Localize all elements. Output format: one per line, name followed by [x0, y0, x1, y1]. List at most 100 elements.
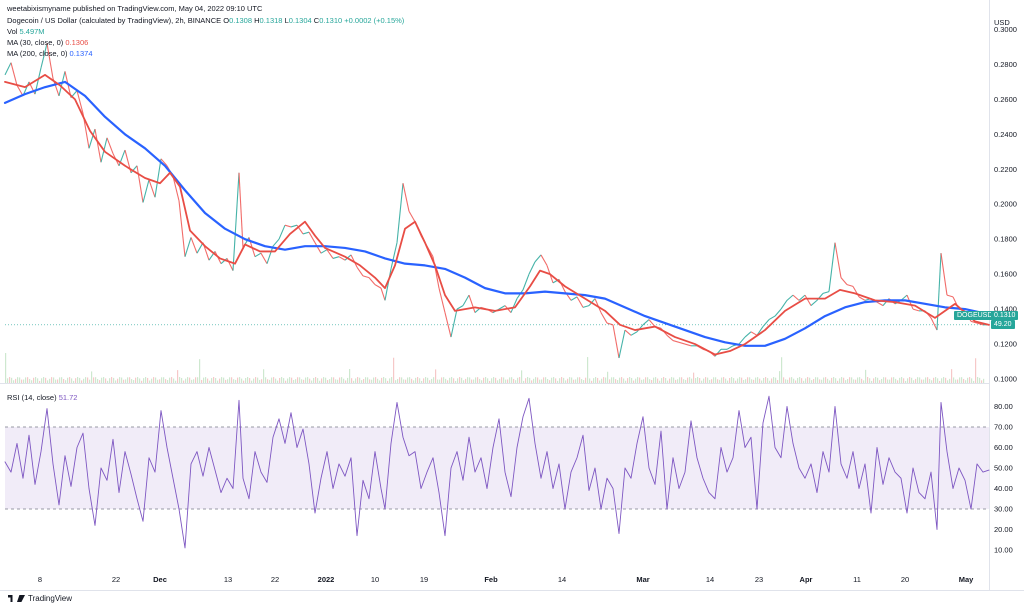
volume-bar: [321, 378, 323, 383]
volume-bar: [35, 377, 37, 383]
volume-bar: [9, 377, 11, 383]
volume-bar: [797, 377, 799, 383]
price-segment: [220, 258, 228, 265]
volume-bar: [823, 377, 825, 383]
price-segment: [326, 249, 334, 259]
volume-bar: [291, 377, 293, 383]
volume-bar: [559, 378, 561, 383]
volume-bar: [467, 377, 469, 383]
volume-bar: [225, 379, 227, 383]
tradingview-logo-icon: [8, 595, 13, 602]
volume-bar: [949, 378, 951, 383]
volume-bar: [651, 379, 653, 383]
price-segment: [332, 256, 340, 259]
volume-bar: [359, 377, 361, 383]
volume-bar: [563, 377, 565, 383]
volume-bar: [49, 378, 51, 383]
volume-bar: [83, 378, 85, 383]
volume-bar: [773, 377, 775, 383]
volume-bar: [583, 380, 585, 383]
price-segment: [462, 294, 470, 306]
price-segment: [308, 231, 316, 243]
volume-bar: [647, 377, 649, 383]
volume-bar: [557, 380, 559, 383]
time-tick-label: 11: [853, 575, 861, 584]
volume-bar: [131, 379, 133, 383]
time-tick-label: 14: [706, 575, 714, 584]
volume-bar: [229, 377, 231, 383]
price-segment: [320, 249, 328, 254]
volume-bar: [889, 379, 891, 383]
volume-bar: [137, 377, 139, 383]
volume-bar: [739, 377, 741, 383]
volume-bar: [897, 380, 899, 383]
volume-bar: [665, 378, 667, 383]
price-tick-label: 0.2600: [994, 95, 1017, 104]
volume-bar: [667, 380, 669, 383]
volume-bar: [293, 379, 295, 383]
volume-bar: [273, 377, 275, 383]
volume-bar: [947, 380, 949, 383]
volume-bar: [601, 378, 603, 383]
volume-bar: [281, 377, 283, 383]
volume-bar: [405, 379, 407, 383]
volume-bar: [965, 380, 967, 383]
volume-bar: [303, 379, 305, 383]
ma30-legend: MA (30, close, 0) 0.1306: [7, 38, 89, 47]
volume-bar: [81, 380, 83, 383]
volume-bar: [953, 377, 955, 383]
price-segment: [582, 305, 590, 308]
symbol-legend: Dogecoin / US Dollar (calculated by Trad…: [7, 16, 405, 25]
volume-bar: [397, 378, 399, 383]
volume-bar: [581, 379, 583, 383]
volume-bar: [345, 380, 347, 383]
price-segment: [450, 308, 458, 338]
price-segment: [468, 294, 476, 313]
volume-bar: [903, 378, 905, 383]
volume-bar: [213, 377, 215, 383]
volume-bar: [943, 377, 945, 383]
volume-bar: [929, 378, 931, 383]
volume-bar: [115, 380, 117, 383]
volume-bar: [785, 379, 787, 383]
volume-bar: [373, 377, 375, 383]
volume-bar: [937, 378, 939, 383]
volume-bar: [705, 377, 707, 383]
volume-bar: [329, 379, 331, 383]
volume-bar: [289, 377, 291, 383]
volume-bar: [141, 380, 143, 383]
volume-bar: [335, 379, 337, 383]
volume-bar: [7, 378, 9, 383]
volume-bar: [907, 378, 909, 383]
volume-bar: [517, 377, 519, 383]
volume-bar: [117, 378, 119, 383]
volume-bar: [917, 377, 919, 383]
price-tick-label: 0.2000: [994, 200, 1017, 209]
volume-bar: [421, 380, 423, 383]
volume-bar: [173, 378, 175, 383]
volume-bar: [813, 379, 815, 383]
price-segment: [408, 210, 416, 222]
volume-bar: [393, 357, 395, 383]
volume-bar: [633, 380, 635, 383]
price-segment: [606, 322, 614, 326]
volume-bar: [145, 377, 147, 383]
time-tick-label: 20: [901, 575, 909, 584]
price-segment: [840, 277, 848, 285]
volume-bar: [297, 377, 299, 383]
tradingview-brand[interactable]: TradingView: [8, 594, 72, 603]
volume-bar: [63, 378, 65, 383]
volume-bar: [107, 380, 109, 383]
price-segment: [4, 62, 12, 76]
volume-bar: [799, 377, 801, 383]
volume-bar: [77, 377, 79, 383]
volume-bar: [25, 377, 27, 383]
volume-bar: [691, 378, 693, 383]
volume-bar: [261, 379, 263, 383]
time-tick-label: 22: [271, 575, 279, 584]
volume-bar: [795, 380, 797, 383]
volume-bar: [527, 377, 529, 383]
volume-bar: [959, 377, 961, 383]
